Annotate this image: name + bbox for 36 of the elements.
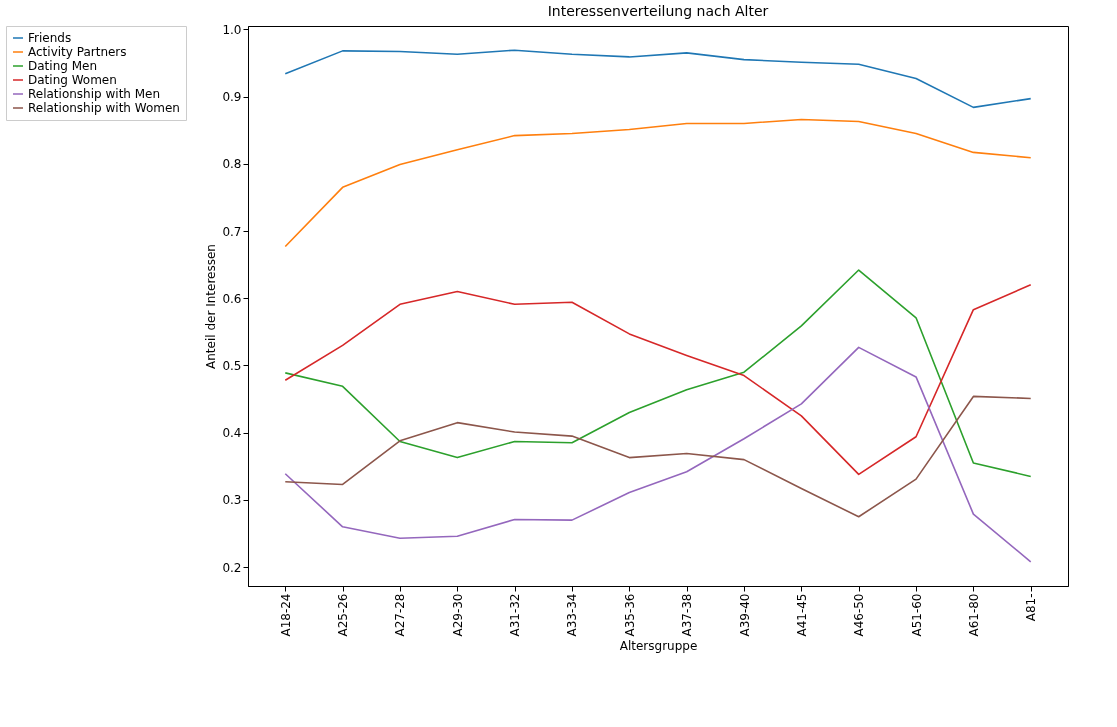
x-tick-label: A27-28 — [393, 593, 408, 637]
y-tick-label: 1.0 — [222, 22, 242, 37]
x-tick-label: A39-40 — [737, 593, 752, 637]
x-tick-label: A51-60 — [909, 593, 924, 637]
y-tick-label: 0.5 — [222, 359, 242, 373]
legend-label: Activity Partners — [28, 45, 127, 59]
y-tick-label: 0.3 — [222, 493, 242, 508]
y-tick-label: 0.8 — [222, 157, 242, 172]
y-tick-label: 0.6 — [222, 291, 242, 306]
line-series — [284, 395, 1032, 518]
x-tick-label: A33-34 — [565, 593, 580, 637]
y-axis-title: Anteil der Interessen — [204, 244, 219, 369]
line-series — [284, 49, 1032, 109]
legend-label: Dating Men — [28, 59, 98, 73]
line-series — [284, 346, 1032, 563]
line-series — [284, 118, 1032, 248]
legend-label: Relationship with Women — [28, 101, 180, 115]
chart-title: Interessenverteilung nach Alter — [547, 3, 769, 20]
y-tick-label: 0.7 — [222, 224, 242, 239]
y-tick-label: 0.4 — [222, 426, 242, 441]
y-tick-label: 0.2 — [222, 560, 242, 575]
x-tick-label: A31-32 — [508, 593, 523, 637]
x-tick-label: A35-36 — [622, 593, 637, 637]
legend-label: Relationship with Men — [28, 87, 161, 101]
x-tick-label: A46-50 — [852, 593, 867, 637]
x-tick-label: A37-38 — [680, 593, 695, 637]
x-tick-label: A41-45 — [794, 593, 809, 637]
legend-label: Dating Women — [28, 73, 117, 87]
legend-label: Friends — [28, 31, 72, 45]
x-tick-label: A29-30 — [450, 593, 465, 637]
x-tick-label: A25-26 — [336, 593, 351, 637]
x-tick-label: A81- — [1024, 593, 1039, 622]
x-axis-title: Altersgruppe — [619, 638, 698, 653]
x-tick-label: A18-24 — [278, 593, 293, 637]
y-tick-label: 0.9 — [222, 90, 242, 105]
x-tick-label: A61-80 — [966, 593, 981, 637]
